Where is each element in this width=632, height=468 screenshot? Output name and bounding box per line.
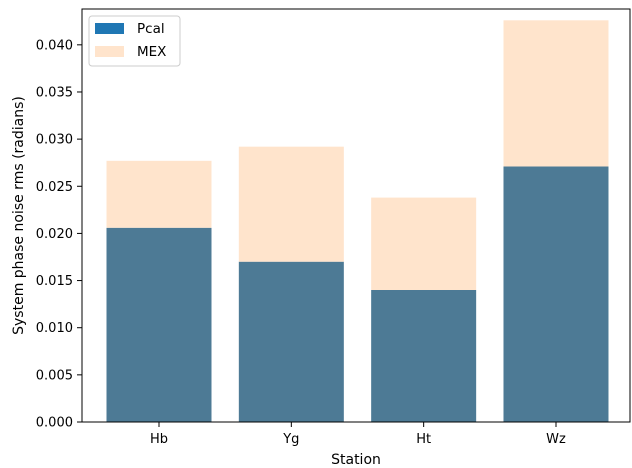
y-tick-label: 0.005 — [36, 368, 73, 383]
legend-label-pcal: Pcal — [137, 21, 165, 37]
legend-label-mex: MEX — [137, 44, 166, 60]
y-tick-label: 0.020 — [36, 227, 73, 242]
bar-pcal-yg — [238, 261, 344, 422]
legend: Pcal MEX — [88, 15, 181, 67]
x-axis-ticks: Hb Yg Ht Wz — [150, 422, 566, 447]
y-tick-label: 0.030 — [36, 133, 73, 148]
legend-swatch-pcal — [95, 23, 124, 34]
y-axis-ticks: 0.000 0.005 0.010 0.015 0.020 0.025 0.030 0.035… — [36, 38, 82, 431]
bar-mex-hb — [106, 160, 212, 228]
plot-frame — [81, 8, 631, 423]
bar-pcal-ht — [371, 289, 477, 422]
y-tick-label: 0.025 — [36, 180, 73, 195]
x-tick-label: Yg — [282, 432, 299, 447]
legend-swatch-mex — [95, 46, 124, 57]
y-tick-label: 0.035 — [36, 85, 73, 100]
y-tick-label: 0.040 — [36, 38, 73, 53]
bar-mex-wz — [503, 20, 609, 167]
bars-layer — [106, 20, 609, 422]
x-axis-title: Station — [331, 452, 381, 468]
y-tick-label: 0.015 — [36, 274, 73, 289]
bar-pcal-hb — [106, 227, 212, 422]
bar-pcal-wz — [503, 166, 609, 422]
y-tick-label: 0.000 — [36, 416, 73, 431]
y-axis-title: System phase noise rms (radians) — [11, 96, 27, 335]
bar-mex-ht — [371, 197, 477, 290]
x-tick-label: Ht — [416, 432, 431, 447]
x-tick-label: Hb — [150, 432, 168, 447]
y-tick-label: 0.010 — [36, 321, 73, 336]
x-tick-label: Wz — [546, 432, 566, 447]
bar-mex-yg — [238, 146, 344, 262]
